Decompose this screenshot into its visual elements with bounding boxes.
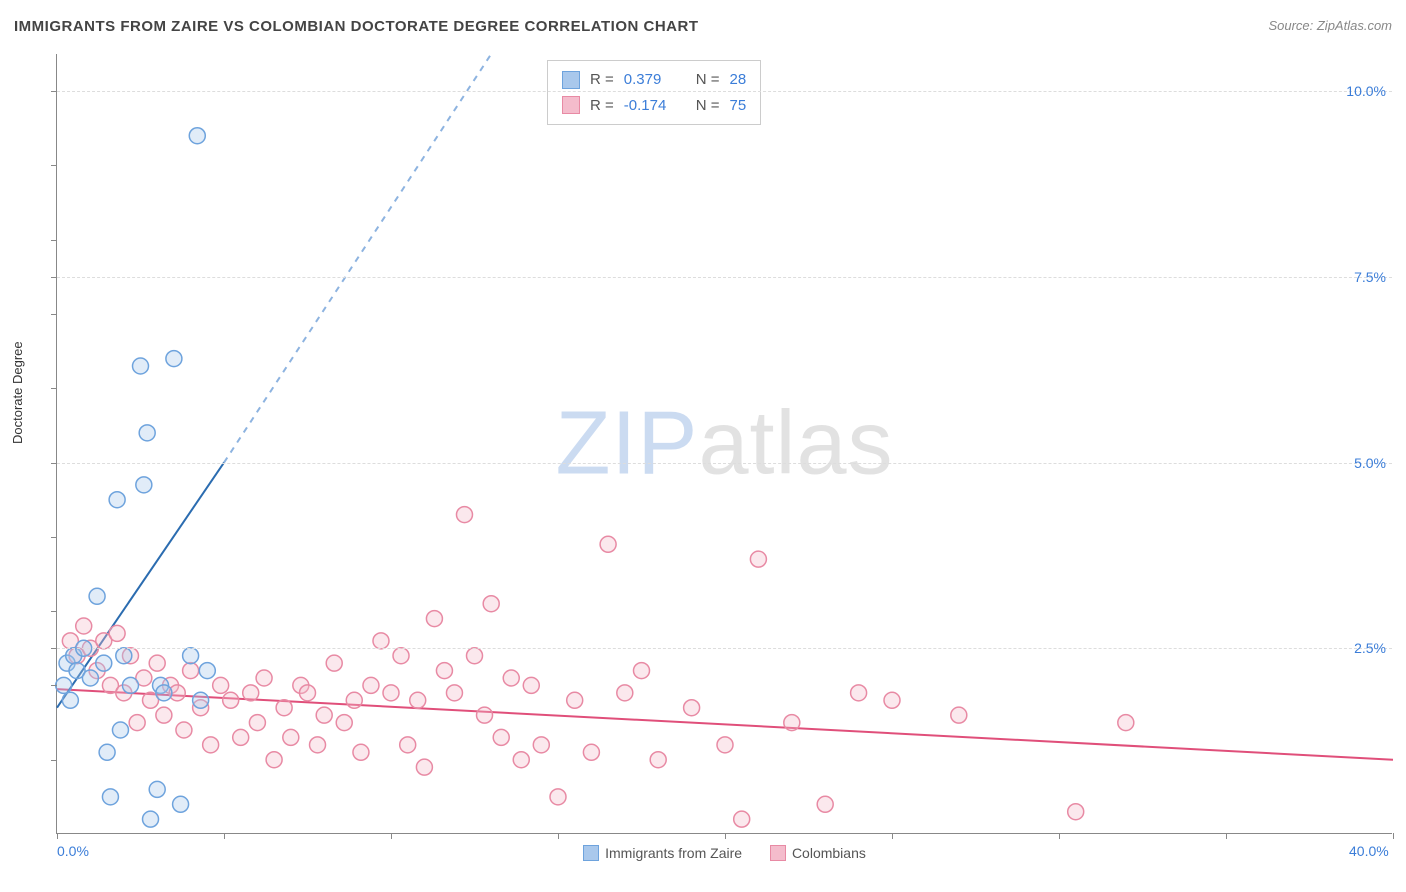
plot-area: ZIPatlas R = 0.379 N = 28 R = -0.174 N =…	[56, 54, 1392, 834]
legend-item-2: Colombians	[770, 845, 866, 861]
swatch-icon	[583, 845, 599, 861]
legend-bottom: Immigrants from Zaire Colombians	[57, 845, 1392, 861]
legend-label-2: Colombians	[792, 845, 866, 861]
chart-title: IMMIGRANTS FROM ZAIRE VS COLOMBIAN DOCTO…	[14, 18, 699, 35]
y-tick-label: 5.0%	[1354, 455, 1386, 471]
x-tick-label: 40.0%	[1349, 843, 1389, 859]
y-tick-label: 10.0%	[1346, 83, 1386, 99]
source-label: Source: ZipAtlas.com	[1268, 18, 1392, 33]
y-tick-label: 7.5%	[1354, 269, 1386, 285]
x-tick-label: 0.0%	[57, 843, 89, 859]
legend-label-1: Immigrants from Zaire	[605, 845, 742, 861]
legend-item-1: Immigrants from Zaire	[583, 845, 746, 861]
chart-container: Doctorate Degree ZIPatlas R = 0.379 N = …	[14, 54, 1392, 874]
y-tick-label: 2.5%	[1354, 640, 1386, 656]
swatch-icon	[770, 845, 786, 861]
y-axis-label: Doctorate Degree	[10, 341, 25, 444]
chart-svg	[57, 54, 1393, 834]
